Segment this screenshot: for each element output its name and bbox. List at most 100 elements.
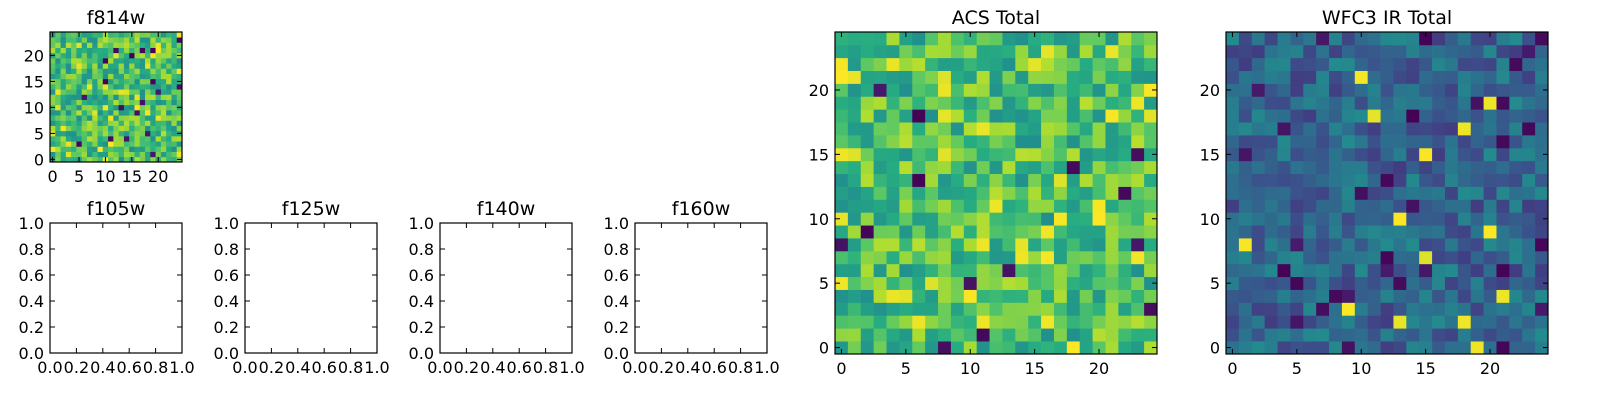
heatmap-cell [1341,263,1356,278]
heatmap-cell [1066,302,1081,316]
x-tick-label: 0.2 [64,358,89,377]
heatmap-cell [86,52,93,59]
heatmap-cell [60,37,67,43]
heatmap-cell [899,109,913,123]
heatmap-cell [1354,250,1369,265]
heatmap-cell [1316,96,1330,110]
heatmap-cell [1041,160,1055,175]
heatmap-cell [1144,225,1158,239]
heatmap-cell [71,63,77,69]
heatmap-cell [1367,186,1381,200]
heatmap-cell [1406,238,1420,252]
heatmap-cell [1041,186,1055,200]
heatmap-cell [1535,328,1549,342]
heatmap-cell [1226,212,1240,226]
heatmap-cell [134,73,141,80]
heatmap-cell [1251,122,1265,136]
heatmap-cell [1522,83,1536,97]
heatmap-cell [150,73,156,80]
heatmap-cell [963,238,978,252]
heatmap-cell [166,151,172,158]
heatmap-cell [1079,289,1093,303]
y-tick-label: 0.2 [409,318,434,337]
heatmap-cell [76,120,83,126]
heatmap-cell [1131,44,1145,59]
heatmap-cell [835,32,849,46]
heatmap-cell [166,146,172,152]
heatmap-cell [938,315,952,329]
heatmap-cell [71,89,77,95]
heatmap-cell [860,44,874,59]
heatmap-cell [108,99,114,106]
heatmap-cell [1457,83,1472,97]
x-tick-label: 0 [836,359,846,378]
x-tick-label: 0.6 [311,358,336,377]
heatmap-cell [92,32,98,38]
heatmap-cell [1131,186,1145,200]
heatmap-cell [113,146,119,152]
heatmap-cell [1251,225,1265,239]
heatmap-cell [60,78,67,85]
heatmap-cell [1303,186,1317,200]
heatmap-cell [50,120,56,126]
heatmap-cell [123,125,130,132]
heatmap-cell [1290,96,1304,110]
heatmap-cell [108,104,114,111]
y-tick-label: 15 [24,72,44,91]
heatmap-cell [1419,212,1433,226]
heatmap-cell [1092,147,1106,162]
heatmap-cell [1251,147,1265,162]
heatmap-cell [65,32,72,38]
heatmap-cell [925,263,939,278]
heatmap-cell [1444,199,1459,213]
heatmap-cell [976,57,990,71]
axes-frame [634,222,768,354]
heatmap-cell [1131,315,1145,329]
heatmap-cell [976,109,990,123]
heatmap-cell [1028,122,1042,136]
heatmap-cell [86,94,93,100]
heatmap-cell [113,32,119,38]
heatmap-cell [139,63,146,69]
heatmap-cell [1041,122,1055,136]
heatmap-cell [1354,341,1369,355]
heatmap-cell [81,99,88,106]
heatmap-cell [1470,96,1484,110]
heatmap-cell [176,58,183,64]
heatmap-cell [1522,315,1536,329]
heatmap-cell [1251,70,1265,84]
heatmap-cell [1457,238,1472,252]
heatmap-cell [1316,302,1330,316]
heatmap-cell [150,136,156,142]
heatmap-cell [1066,238,1081,252]
heatmap-cell [108,89,114,95]
heatmap-cell [1393,289,1407,303]
heatmap-cell [860,122,874,136]
heatmap-cell [1277,225,1291,239]
heatmap-cell [1380,263,1394,278]
heatmap-cell [860,212,874,226]
heatmap-cell [1105,341,1119,355]
heatmap-cell [1303,250,1317,265]
heatmap-cell [1079,122,1093,136]
x-tick-label: 0.6 [701,358,726,377]
heatmap-cell [65,68,72,74]
heatmap-cell [1329,70,1343,84]
heatmap-cell [1457,315,1472,329]
heatmap-cell [847,44,862,59]
heatmap-cell [160,141,167,147]
heatmap-cell [150,130,156,137]
heatmap-cell [912,70,926,84]
heatmap-cell [1483,212,1497,226]
heatmap-cell [1053,328,1068,342]
heatmap-cell [1002,173,1016,187]
heatmap-cell [139,52,146,59]
heatmap-cell [835,96,849,110]
heatmap-cell [1028,328,1042,342]
heatmap-cell [899,44,913,59]
heatmap-cell [113,73,119,80]
y-tick-label: 0.6 [19,266,44,285]
heatmap-cell [166,32,172,38]
heatmap-cell [847,32,862,46]
y-tick-label: 0.8 [604,240,629,259]
